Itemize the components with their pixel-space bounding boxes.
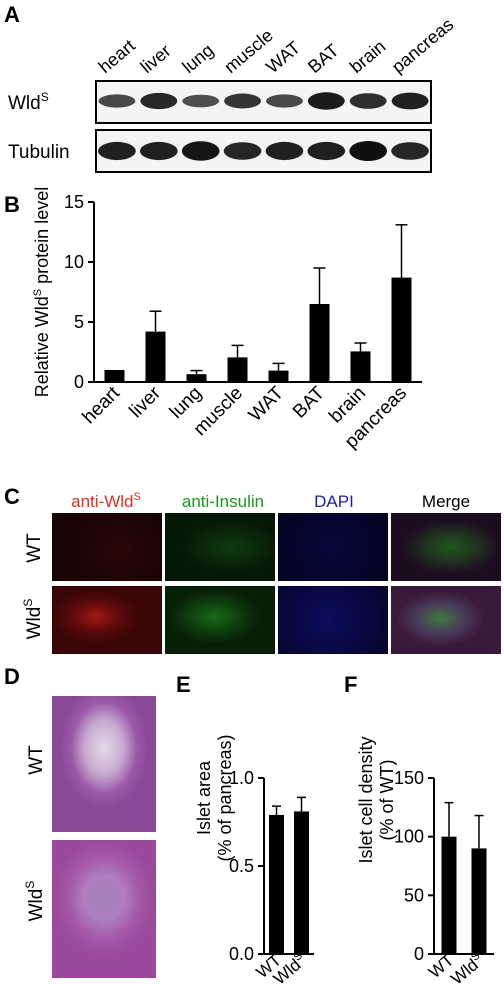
panel-letter-f: F (344, 672, 358, 697)
micrograph-wt-dapi (278, 513, 388, 581)
wlds-band (98, 94, 136, 108)
tubulin-band (265, 141, 304, 161)
wlds-bands (98, 92, 429, 110)
y-tick-label: 1.0 (229, 768, 254, 788)
fluorescence-grid (52, 513, 502, 654)
tubulin-band (223, 142, 262, 160)
tubulin-band (139, 141, 178, 161)
panel-letter-c: C (4, 484, 20, 509)
bar (441, 836, 457, 954)
micrograph-wt-anti-insulin (165, 513, 275, 581)
wlds-band (307, 92, 345, 110)
lane-label: pancreas (388, 14, 458, 77)
lane-label: BAT (304, 40, 343, 77)
histology-row-labels: WT WldS (23, 745, 47, 922)
lane-label: brain (346, 36, 390, 77)
blot-row-label-wlds: WldS (8, 90, 49, 114)
chart-e-ylabel-2: (% of pancreas) (215, 734, 235, 861)
row-label-wlds-d: WldS (23, 881, 47, 922)
tubulin-band (98, 141, 136, 161)
wlds-band (224, 93, 261, 109)
bar (391, 277, 412, 382)
y-tick-label: 150 (394, 768, 424, 788)
bar (471, 848, 487, 954)
lane-label: liver (137, 41, 175, 78)
panel-letter-a: A (4, 2, 20, 27)
chart-e-ylabel-1: Islet area (194, 760, 214, 835)
channel-header: DAPI (314, 492, 354, 511)
micrograph-wlds-dapi (278, 586, 388, 654)
tubulin-band (391, 142, 429, 160)
blot-row-label-tubulin: Tubulin (8, 142, 70, 163)
bar (268, 370, 289, 382)
y-tick-label: 0.0 (229, 944, 254, 964)
channel-header: anti-Insulin (182, 492, 264, 511)
chart-f-ylabel-1: Islet cell density (356, 736, 376, 863)
bar (269, 814, 284, 954)
y-tick-label: 0 (414, 944, 424, 964)
bar (309, 304, 330, 382)
x-tick-label: BAT (289, 382, 329, 422)
micrograph-wt-anti-wlds (52, 513, 162, 581)
channel-header: anti-WldS (71, 491, 141, 511)
wlds-band (349, 93, 387, 109)
chart-b-ylabel: Relative WldS protein level (32, 187, 52, 397)
x-tick-label: heart (79, 382, 125, 428)
bar (186, 374, 207, 382)
y-tick-label: 0 (74, 372, 84, 392)
panel-letter-d: D (4, 664, 20, 689)
histology-wt (52, 696, 156, 832)
micrograph-wlds-anti-wlds (52, 586, 162, 654)
fluorescence-row-labels: WT WldS (21, 533, 45, 640)
x-tick-label: liver (126, 382, 166, 422)
bar (350, 351, 371, 382)
y-tick-label: 50 (404, 885, 424, 905)
y-tick-label: 0.5 (229, 856, 254, 876)
wlds-band (391, 92, 429, 110)
fluorescence-panel: anti-WldS anti-Insulin DAPI Merge (71, 491, 470, 511)
bar (104, 370, 125, 382)
tubulin-band (181, 141, 220, 161)
bar (145, 331, 166, 382)
histology-wlds (52, 840, 156, 978)
y-tick-label: 5 (74, 312, 84, 332)
panel-letter-e: E (176, 672, 191, 697)
y-tick-label: 15 (64, 192, 84, 212)
histology-images (52, 696, 156, 980)
y-tick-label: 10 (64, 252, 84, 272)
wlds-band (266, 94, 303, 108)
lane-label: lung (178, 40, 217, 77)
chart-f-ylabel-2: (% of WT) (377, 760, 397, 841)
wlds-band (182, 94, 220, 108)
tubulin-band (307, 141, 346, 161)
row-label-wt-d: WT (26, 745, 47, 775)
tubulin-band (349, 141, 388, 161)
wlds-band (140, 92, 178, 110)
fluorescence-headers: anti-WldS anti-Insulin DAPI Merge (71, 491, 470, 511)
x-tick-label: WAT (245, 382, 288, 425)
micrograph-wlds-merge (391, 586, 501, 654)
row-label-wt-c: WT (24, 533, 45, 563)
row-label-wlds-c: WldS (21, 599, 45, 640)
micrograph-wlds-anti-insulin (165, 586, 275, 654)
bar (227, 357, 248, 382)
channel-header: Merge (422, 492, 470, 511)
bar (294, 811, 309, 954)
lane-label: heart (95, 35, 139, 77)
tubulin-bands (98, 141, 429, 161)
micrograph-wt-merge (391, 513, 501, 581)
y-tick-label: 100 (394, 827, 424, 847)
panel-letter-b: B (4, 192, 20, 217)
